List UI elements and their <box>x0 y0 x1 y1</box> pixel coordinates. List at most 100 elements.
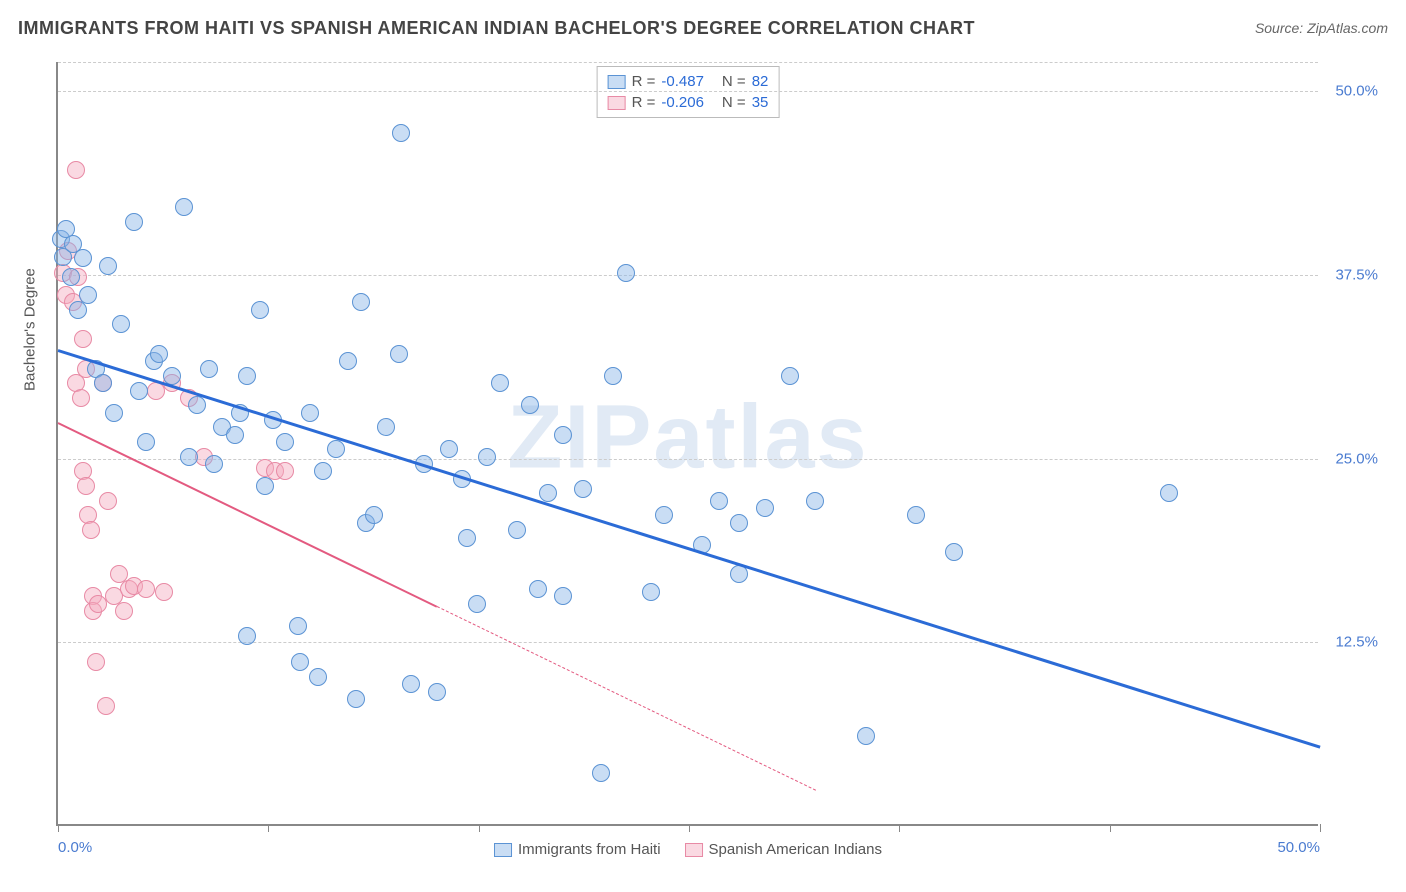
source-label: Source: <box>1255 20 1307 36</box>
y-tick-label: 12.5% <box>1335 634 1378 651</box>
data-point <box>521 396 539 414</box>
data-point <box>251 301 269 319</box>
x-tick <box>1110 824 1111 832</box>
legend-swatch <box>608 96 626 110</box>
data-point <box>377 418 395 436</box>
data-point <box>74 249 92 267</box>
x-tick <box>268 824 269 832</box>
y-tick-label: 37.5% <box>1335 267 1378 284</box>
data-point <box>907 506 925 524</box>
data-point <box>137 433 155 451</box>
y-tick-label: 25.0% <box>1335 450 1378 467</box>
n-value: 35 <box>752 94 769 111</box>
data-point <box>94 374 112 392</box>
data-point <box>112 315 130 333</box>
data-point <box>137 580 155 598</box>
data-point <box>428 683 446 701</box>
data-point <box>289 617 307 635</box>
data-point <box>440 440 458 458</box>
data-point <box>730 514 748 532</box>
data-point <box>87 653 105 671</box>
legend-label: Immigrants from Haiti <box>518 841 661 858</box>
data-point <box>592 764 610 782</box>
n-label: N = <box>722 73 746 90</box>
gridline <box>58 91 1318 92</box>
data-point <box>238 627 256 645</box>
data-point <box>291 653 309 671</box>
data-point <box>539 484 557 502</box>
chart-title: IMMIGRANTS FROM HAITI VS SPANISH AMERICA… <box>18 18 975 39</box>
data-point <box>327 440 345 458</box>
data-point <box>756 499 774 517</box>
n-label: N = <box>722 94 746 111</box>
data-point <box>347 690 365 708</box>
y-axis-label: Bachelor's Degree <box>22 268 39 391</box>
x-tick-label: 50.0% <box>1277 839 1320 856</box>
data-point <box>1160 484 1178 502</box>
data-point <box>115 602 133 620</box>
data-point <box>74 330 92 348</box>
data-point <box>604 367 622 385</box>
data-point <box>392 124 410 142</box>
x-tick-label: 0.0% <box>58 839 92 856</box>
n-value: 82 <box>752 73 769 90</box>
y-tick-label: 50.0% <box>1335 83 1378 100</box>
data-point <box>99 257 117 275</box>
legend-swatch <box>494 843 512 857</box>
data-point <box>806 492 824 510</box>
data-point <box>529 580 547 598</box>
data-point <box>175 198 193 216</box>
data-point <box>188 396 206 414</box>
data-point <box>781 367 799 385</box>
data-point <box>617 264 635 282</box>
data-point <box>105 404 123 422</box>
gridline <box>58 275 1318 276</box>
data-point <box>150 345 168 363</box>
r-label: R = <box>632 73 656 90</box>
data-point <box>642 583 660 601</box>
legend-row: R = -0.487 N = 82 <box>608 71 769 92</box>
data-point <box>125 213 143 231</box>
legend-swatch <box>608 75 626 89</box>
data-point <box>458 529 476 547</box>
gridline <box>58 459 1318 460</box>
series-legend: Immigrants from Haiti Spanish American In… <box>494 841 882 858</box>
x-tick <box>689 824 690 832</box>
trend-line <box>58 349 1321 749</box>
data-point <box>352 293 370 311</box>
gridline <box>58 62 1318 63</box>
data-point <box>276 433 294 451</box>
data-point <box>945 543 963 561</box>
legend-label: Spanish American Indians <box>709 841 882 858</box>
data-point <box>205 455 223 473</box>
legend-item: Immigrants from Haiti <box>494 841 661 858</box>
data-point <box>655 506 673 524</box>
trend-line <box>436 606 815 791</box>
data-point <box>226 426 244 444</box>
r-value: -0.487 <box>661 73 704 90</box>
data-point <box>491 374 509 392</box>
x-tick <box>58 824 59 832</box>
x-tick <box>899 824 900 832</box>
data-point <box>82 521 100 539</box>
data-point <box>180 448 198 466</box>
r-label: R = <box>632 94 656 111</box>
data-point <box>62 268 80 286</box>
data-point <box>301 404 319 422</box>
data-point <box>508 521 526 539</box>
data-point <box>574 480 592 498</box>
data-point <box>79 286 97 304</box>
data-point <box>314 462 332 480</box>
data-point <box>155 583 173 601</box>
data-point <box>554 426 572 444</box>
data-point <box>390 345 408 363</box>
scatter-plot: ZIPatlas Bachelor's Degree R =-0.487N =8… <box>56 62 1318 826</box>
data-point <box>339 352 357 370</box>
r-value: -0.206 <box>661 94 704 111</box>
data-point <box>67 161 85 179</box>
source-name: ZipAtlas.com <box>1307 20 1388 36</box>
data-point <box>77 477 95 495</box>
data-point <box>554 587 572 605</box>
data-point <box>99 492 117 510</box>
data-point <box>309 668 327 686</box>
